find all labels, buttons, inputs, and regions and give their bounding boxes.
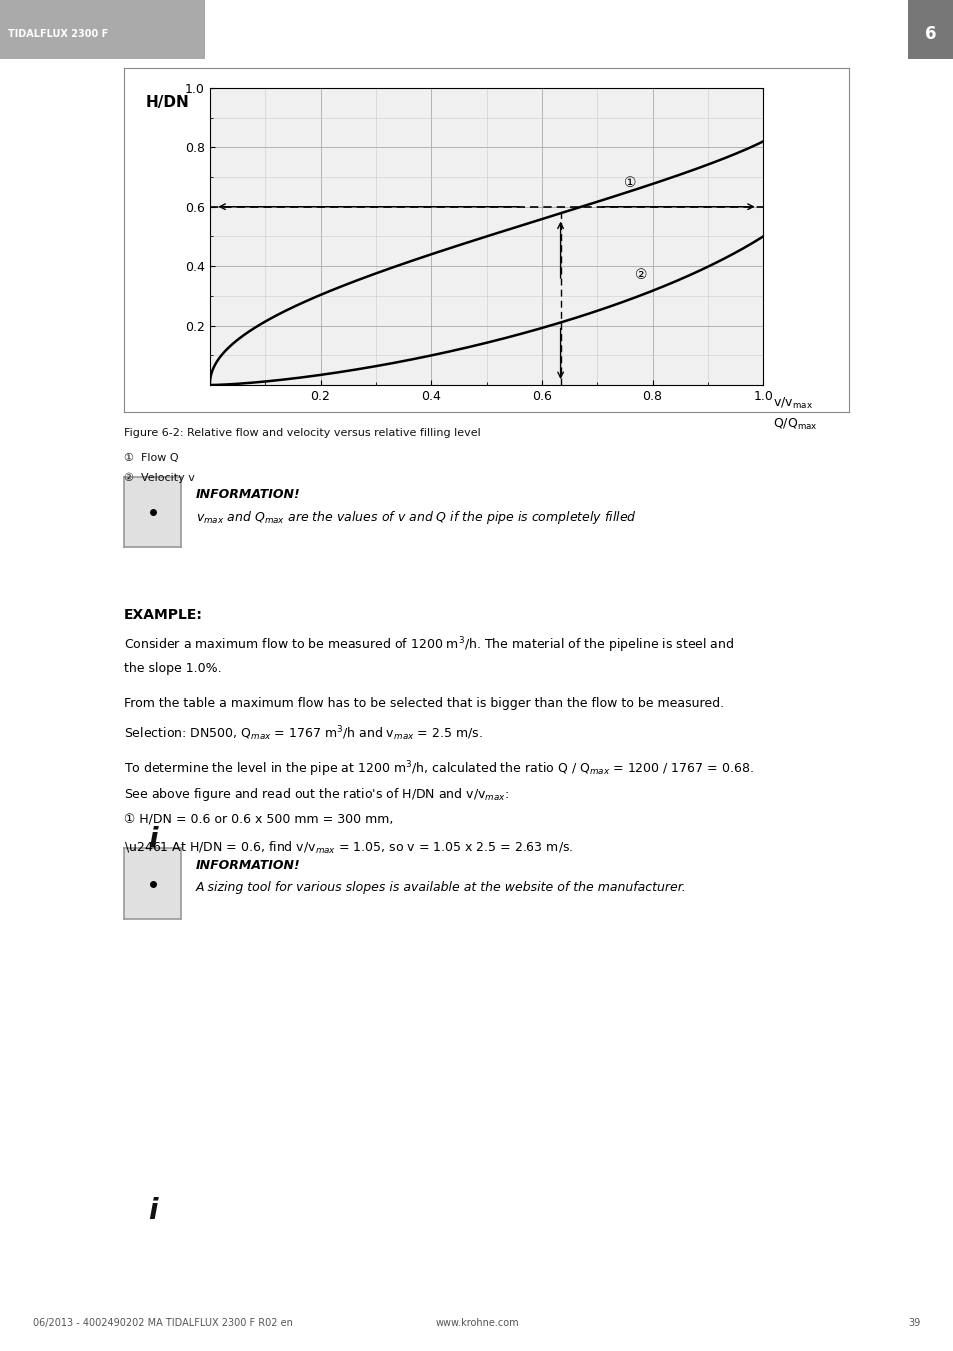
- Text: ②: ②: [635, 267, 647, 282]
- Text: See above figure and read out the ratio's of H/DN and v/v$_{max}$:: See above figure and read out the ratio'…: [124, 786, 509, 804]
- Text: v/v$_{\mathregular{max}}$
Q/Q$_{\mathregular{max}}$: v/v$_{\mathregular{max}}$ Q/Q$_{\mathreg…: [772, 396, 817, 431]
- Text: i: i: [148, 825, 157, 854]
- Text: H/DN: H/DN: [146, 95, 190, 111]
- Text: From the table a maximum flow has to be selected that is bigger than the flow to: From the table a maximum flow has to be …: [124, 697, 723, 711]
- Bar: [0, 0, 205, 59]
- Text: 39: 39: [907, 1317, 920, 1328]
- Text: Selection: DN500, Q$_{max}$ = 1767 m$^3$/h and v$_{max}$ = 2.5 m/s.: Selection: DN500, Q$_{max}$ = 1767 m$^3$…: [124, 724, 482, 743]
- Text: 6: 6: [924, 26, 936, 43]
- Text: EXAMPLE:: EXAMPLE:: [124, 608, 203, 621]
- Text: ① H/DN = 0.6 or 0.6 x 500 mm = 300 mm,: ① H/DN = 0.6 or 0.6 x 500 mm = 300 mm,: [124, 813, 393, 827]
- Text: A sizing tool for various slopes is available at the website of the manufacturer: A sizing tool for various slopes is avai…: [195, 881, 685, 894]
- Text: $v_{max}$ and $Q_{max}$ are the values of v and Q if the pipe is completely fill: $v_{max}$ and $Q_{max}$ are the values o…: [195, 509, 636, 527]
- Text: Consider a maximum flow to be measured of 1200 m$^3$/h. The material of the pipe: Consider a maximum flow to be measured o…: [124, 635, 734, 655]
- Text: www.krohne.com: www.krohne.com: [435, 1317, 518, 1328]
- Text: 06/2013 - 4002490202 MA TIDALFLUX 2300 F R02 en: 06/2013 - 4002490202 MA TIDALFLUX 2300 F…: [33, 1317, 293, 1328]
- Text: Figure 6-2: Relative flow and velocity versus relative filling level: Figure 6-2: Relative flow and velocity v…: [124, 428, 480, 438]
- Text: \u2461 At H/DN = 0.6, find v/v$_{max}$ = 1.05, so v = 1.05 x 2.5 = 2.63 m/s.: \u2461 At H/DN = 0.6, find v/v$_{max}$ =…: [124, 840, 573, 857]
- Text: the slope 1.0%.: the slope 1.0%.: [124, 662, 221, 676]
- Text: i: i: [148, 1197, 157, 1225]
- Text: INFORMATION!: INFORMATION!: [195, 859, 300, 873]
- Text: ①  Flow Q: ① Flow Q: [124, 453, 178, 462]
- Text: ①: ①: [623, 176, 636, 190]
- Text: INFORMATION!: INFORMATION!: [195, 488, 300, 501]
- Text: TIDALFLUX 2300 F: TIDALFLUX 2300 F: [8, 30, 108, 39]
- Bar: [907, 0, 953, 59]
- Text: To determine the level in the pipe at 1200 m$^3$/h, calculated the ratio Q / Q$_: To determine the level in the pipe at 12…: [124, 759, 753, 780]
- Text: ②  Velocity v: ② Velocity v: [124, 473, 194, 484]
- Text: TECHNICAL DATA: TECHNICAL DATA: [605, 24, 791, 45]
